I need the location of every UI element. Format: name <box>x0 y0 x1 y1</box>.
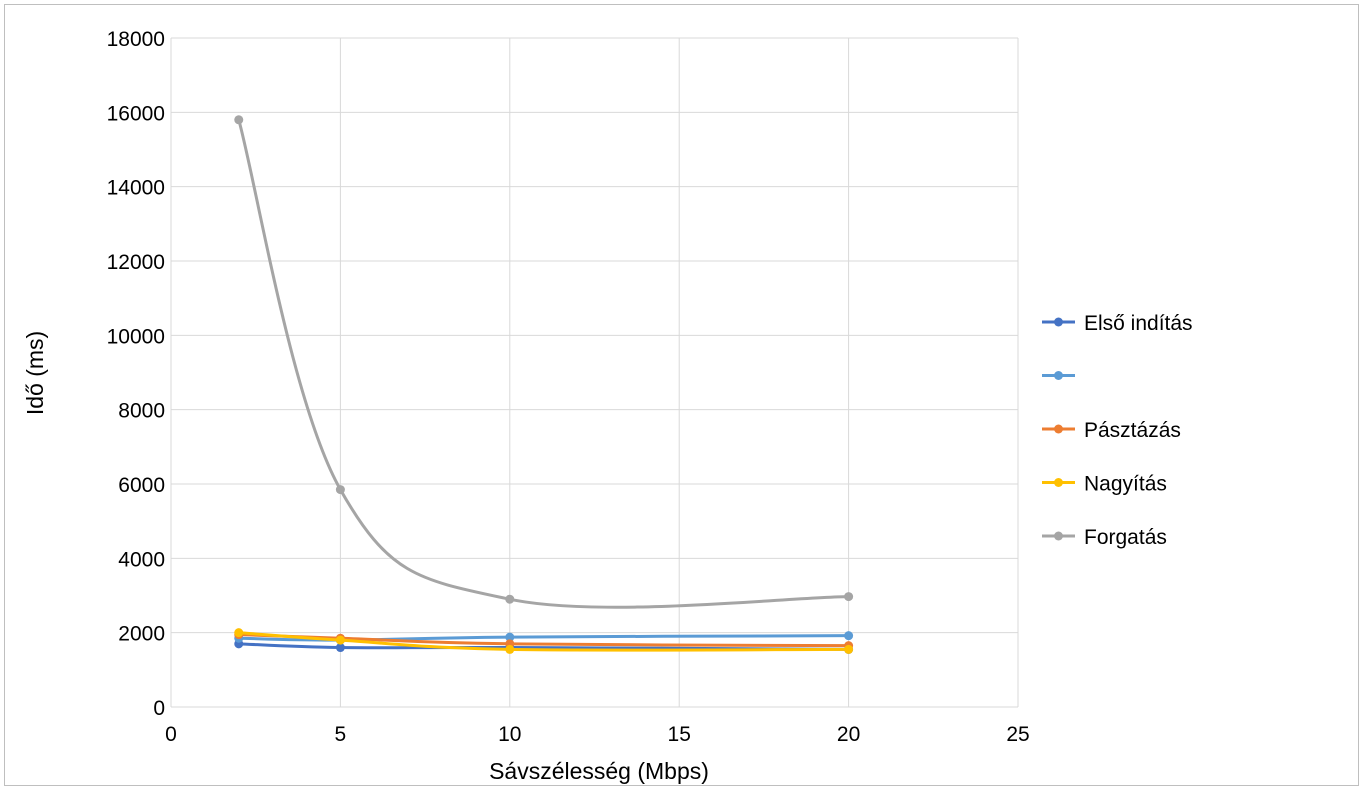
legend-marker <box>1054 478 1063 487</box>
x-tick-label: 25 <box>1006 723 1029 746</box>
legend-marker <box>1054 371 1063 380</box>
legend-marker <box>1054 424 1063 434</box>
y-tick-label: 16000 <box>107 102 165 125</box>
legend-item: Nagyítás <box>1042 473 1167 496</box>
y-tick-label: 12000 <box>107 251 165 274</box>
data-point <box>505 644 515 654</box>
data-point <box>844 631 854 641</box>
x-axis-title: Sávszélesség (Mbps) <box>489 758 709 784</box>
chart-frame: 0 2000 4000 6000 8000 10000 12000 14000 16000 180… <box>4 4 1359 786</box>
data-point <box>234 628 244 638</box>
series-3 <box>234 628 854 654</box>
legend-item: Forgatás <box>1042 526 1167 549</box>
x-axis-ticks: 0 5 10 15 20 25 <box>165 723 1030 746</box>
y-tick-label: 10000 <box>107 325 165 348</box>
legend: Első indítás Pásztázás Nagyítás Forgatás <box>1042 312 1193 549</box>
data-point <box>335 635 345 645</box>
x-tick-label: 20 <box>837 723 860 746</box>
x-tick-label: 10 <box>498 723 521 746</box>
data-point <box>505 632 515 642</box>
series-line <box>237 631 851 652</box>
series-line <box>237 118 851 609</box>
legend-marker <box>1054 531 1063 541</box>
legend-label: Forgatás <box>1084 526 1167 549</box>
y-tick-label: 18000 <box>107 28 165 51</box>
y-tick-label: 4000 <box>118 548 165 571</box>
legend-label: Nagyítás <box>1084 473 1167 496</box>
series-line <box>237 634 851 642</box>
y-tick-label: 8000 <box>118 400 165 423</box>
data-point <box>335 643 345 653</box>
legend-item: Pásztázás <box>1042 419 1181 442</box>
x-tick-label: 15 <box>668 723 691 746</box>
y-tick-label: 2000 <box>118 623 165 646</box>
data-point <box>844 592 854 602</box>
y-tick-label: 14000 <box>107 177 165 200</box>
series-4 <box>234 115 854 609</box>
x-tick-label: 5 <box>335 723 347 746</box>
legend-label: Pásztázás <box>1084 419 1181 442</box>
series-group <box>234 115 854 654</box>
legend-item: Első indítás <box>1042 312 1193 335</box>
legend-item <box>1042 371 1075 380</box>
legend-marker <box>1054 317 1063 327</box>
data-point <box>335 485 345 495</box>
y-axis-ticks: 0 2000 4000 6000 8000 10000 12000 14000 16000 180… <box>107 28 165 720</box>
y-axis-title: Idő (ms) <box>22 331 48 415</box>
data-point <box>844 644 854 654</box>
data-point <box>234 115 244 125</box>
y-tick-label: 6000 <box>118 474 165 497</box>
data-point <box>505 594 515 604</box>
legend-label: Első indítás <box>1084 312 1193 335</box>
line-chart: 0 2000 4000 6000 8000 10000 12000 14000 16000 180… <box>22 28 1193 784</box>
y-tick-label: 0 <box>153 697 165 720</box>
x-tick-label: 0 <box>165 723 177 746</box>
